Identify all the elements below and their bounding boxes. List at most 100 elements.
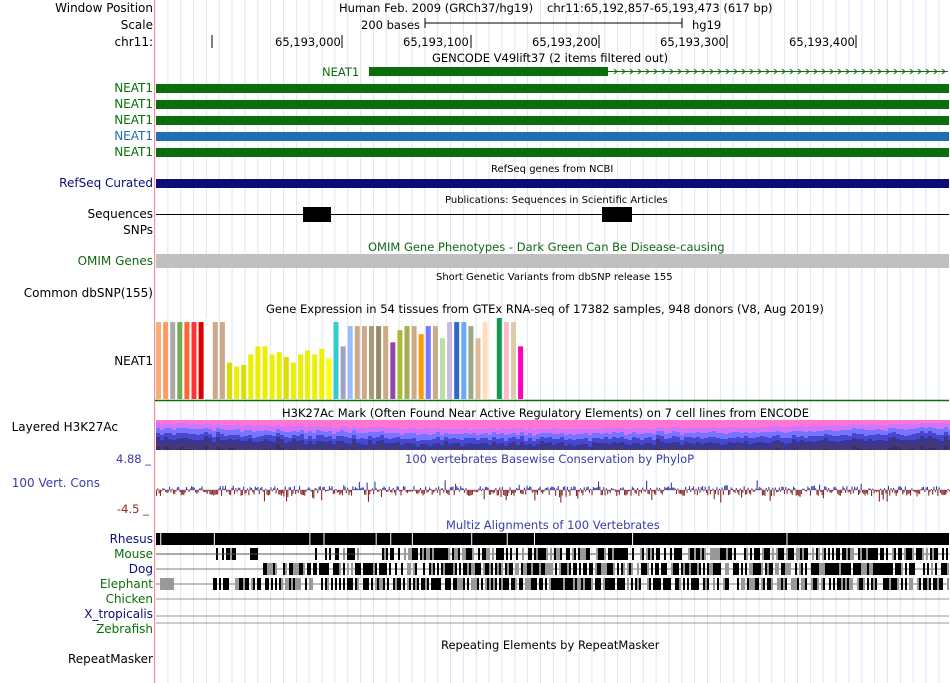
multiz-species-label[interactable]: Mouse — [114, 547, 153, 561]
repeatmasker-track-label[interactable]: RepeatMasker — [67, 652, 153, 666]
h3k27ac-signal — [496, 444, 500, 449]
h3k27ac-signal — [536, 444, 540, 450]
conservation-bar — [807, 486, 809, 490]
h3k27ac-signal — [884, 441, 888, 447]
alignment-block — [694, 548, 696, 560]
h3k27ac-signal — [496, 449, 500, 450]
conservation-bar — [270, 487, 272, 490]
gencode-row-label[interactable]: NEAT1 — [114, 81, 153, 95]
h3k27ac-signal — [428, 420, 432, 429]
alignment-block — [156, 533, 949, 545]
strand-arrow — [925, 68, 930, 75]
alignment-block — [847, 578, 849, 590]
snps-track-label[interactable]: SNPs — [123, 223, 153, 237]
h3k27ac-signal — [232, 448, 236, 450]
alignment-block — [693, 578, 695, 590]
gtex-track-label[interactable]: NEAT1 — [114, 354, 153, 368]
h3k27ac-signal — [272, 442, 276, 447]
multiz-species-label[interactable]: Elephant — [99, 577, 153, 591]
gencode-gene-label[interactable]: NEAT1 — [322, 65, 360, 79]
refseq-track-label[interactable]: RefSeq Curated — [59, 176, 153, 190]
h3k27ac-signal — [164, 433, 168, 437]
h3k27ac-signal — [604, 420, 608, 428]
alignment-block — [815, 563, 817, 575]
conservation-track-label[interactable]: 100 Vert. Cons — [11, 476, 100, 490]
h3k27ac-signal — [748, 433, 752, 438]
alignment-block — [507, 578, 509, 590]
omim-track-label[interactable]: OMIM Genes — [77, 254, 153, 268]
h3k27ac-signal — [836, 446, 840, 450]
h3k27ac-signal — [536, 429, 540, 434]
h3k27ac-signal — [764, 427, 768, 432]
alignment-block — [546, 548, 548, 560]
alignment-block — [538, 548, 540, 560]
conservation-bar — [475, 490, 477, 493]
conservation-bar — [429, 487, 431, 490]
h3k27ac-signal — [252, 420, 256, 426]
alignment-block — [665, 578, 667, 590]
h3k27ac-signal — [400, 429, 404, 435]
h3k27ac-signal — [188, 434, 192, 439]
h3k27ac-signal — [296, 420, 300, 426]
h3k27ac-track-label[interactable]: Layered H3K27Ac — [11, 420, 118, 434]
dbsnp-track-label[interactable]: Common dbSNP(155) — [23, 286, 153, 300]
alignment-block — [945, 563, 947, 575]
alignment-block — [868, 548, 870, 560]
h3k27ac-signal — [616, 443, 620, 448]
conservation-bar — [371, 488, 373, 490]
h3k27ac-signal — [328, 426, 332, 431]
conservation-bar — [765, 488, 767, 490]
h3k27ac-signal — [516, 435, 520, 439]
h3k27ac-signal — [700, 420, 704, 428]
h3k27ac-signal — [272, 432, 276, 436]
h3k27ac-signal — [900, 420, 904, 424]
alignment-block — [724, 548, 726, 560]
multiz-species-label[interactable]: Zebrafish — [96, 622, 153, 636]
alignment-block — [339, 563, 341, 575]
alignment-block — [465, 563, 467, 575]
h3k27ac-signal — [168, 420, 172, 424]
conservation-bar — [166, 490, 168, 493]
alignment-block — [569, 563, 571, 575]
gencode-row-label[interactable]: NEAT1 — [114, 145, 153, 159]
h3k27ac-signal — [540, 420, 544, 429]
alignment-block — [267, 563, 269, 575]
alignment-block — [433, 578, 435, 590]
h3k27ac-signal — [888, 428, 892, 433]
alignment-block — [515, 578, 517, 590]
h3k27ac-signal — [564, 429, 568, 435]
gencode-row-label[interactable]: NEAT1 — [114, 97, 153, 111]
h3k27ac-signal — [548, 447, 552, 450]
multiz-species-label[interactable]: X_tropicalis — [84, 607, 153, 621]
multiz-species-label[interactable]: Rhesus — [109, 532, 153, 546]
gencode-row-label[interactable]: NEAT1 — [114, 113, 153, 127]
h3k27ac-signal — [592, 442, 596, 447]
strand-arrow — [909, 68, 914, 75]
alignment-block — [412, 548, 414, 560]
conservation-bar — [691, 488, 693, 490]
alignment-block — [863, 563, 865, 575]
alignment-block — [449, 563, 451, 575]
h3k27ac-signal — [308, 441, 312, 446]
conservation-bar — [315, 488, 317, 490]
conservation-bar — [265, 488, 267, 490]
h3k27ac-signal — [204, 420, 208, 423]
alignment-block — [446, 548, 448, 560]
conservation-bar — [213, 490, 215, 496]
conservation-bar — [185, 487, 187, 490]
multiz-species-label[interactable]: Dog — [128, 562, 153, 576]
conservation-bar — [664, 486, 666, 490]
h3k27ac-signal — [472, 429, 476, 433]
h3k27ac-signal — [336, 432, 340, 436]
h3k27ac-signal — [428, 446, 432, 450]
publications-track-label[interactable]: Sequences — [87, 207, 153, 221]
conservation-bar — [392, 487, 394, 490]
publication-block — [303, 207, 331, 222]
conservation-bar — [674, 488, 676, 490]
multiz-species-label[interactable]: Chicken — [105, 592, 153, 606]
conservation-bar — [544, 488, 546, 490]
gencode-row-label[interactable]: NEAT1 — [114, 129, 153, 143]
h3k27ac-signal — [796, 437, 800, 442]
